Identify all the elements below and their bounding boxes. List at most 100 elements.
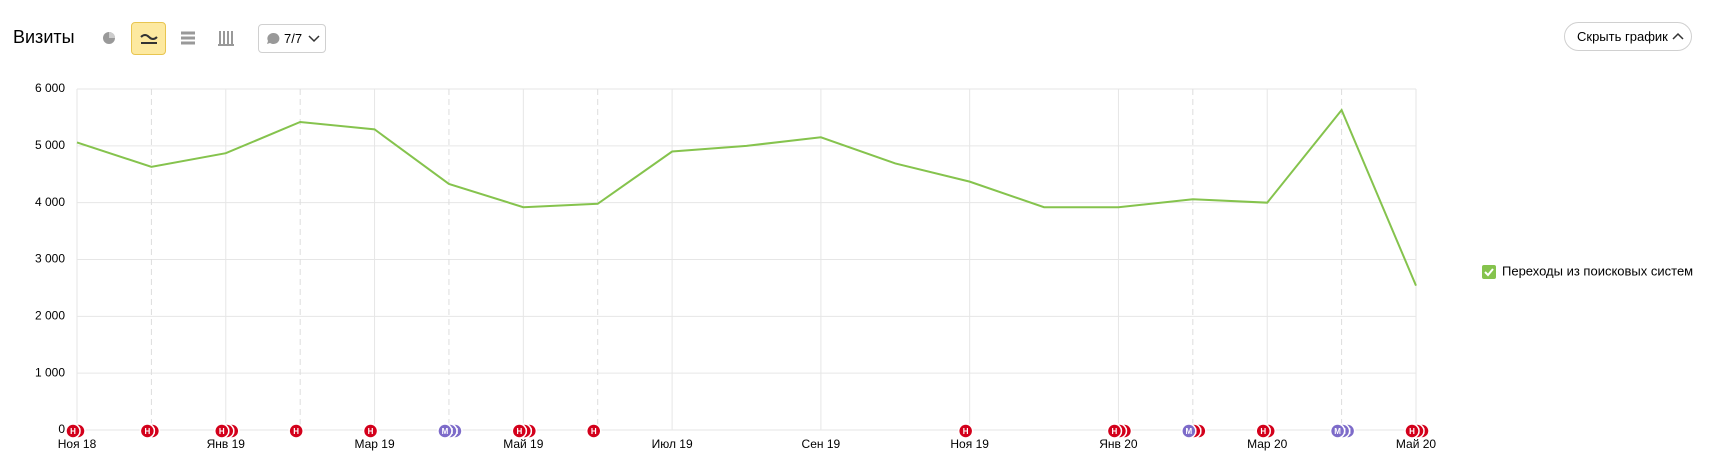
annotation-marker bbox=[1111, 423, 1128, 439]
annotation-letter: Н bbox=[1196, 427, 1202, 436]
annotation-marker bbox=[224, 423, 240, 439]
annotation-letter: Н bbox=[75, 427, 81, 436]
x-tick-label: Май 19 bbox=[503, 437, 544, 451]
annotation-marker bbox=[516, 423, 533, 439]
legend-check bbox=[1484, 268, 1494, 277]
annotation-letter: Н bbox=[1191, 427, 1197, 436]
pie-view-button[interactable] bbox=[97, 26, 121, 50]
bar-view-button[interactable] bbox=[214, 26, 238, 50]
icon bbox=[140, 34, 158, 44]
filter-label: 7/7 bbox=[284, 31, 303, 46]
report-title: Визиты bbox=[13, 27, 75, 47]
annotation-letter: М bbox=[452, 427, 459, 436]
x-tick-label: Янв 19 bbox=[207, 437, 246, 451]
hide-chart-button[interactable]: Скрыть график bbox=[1564, 22, 1692, 51]
annotation-marker bbox=[447, 423, 463, 439]
annotation-letter: Н bbox=[368, 427, 374, 436]
annotation-marker bbox=[1409, 423, 1425, 439]
annotation-marker bbox=[442, 423, 458, 439]
annotation-marker bbox=[1181, 423, 1197, 439]
series-line bbox=[76, 108, 1417, 287]
hide-chart-label: Скрыть график bbox=[1577, 29, 1668, 44]
area-view-button[interactable] bbox=[176, 26, 200, 50]
annotation-letter: Н bbox=[1414, 427, 1420, 436]
annotation-marker bbox=[144, 423, 161, 439]
annotation-letter: Н bbox=[1419, 427, 1425, 436]
annotation-marker bbox=[70, 423, 86, 439]
annotation-letter: Н bbox=[1117, 427, 1123, 436]
annotation-letter: М bbox=[1334, 427, 1341, 436]
annotation-marker bbox=[585, 423, 602, 439]
icon bbox=[218, 31, 234, 46]
annotation-letter: М bbox=[1339, 427, 1346, 436]
annotation-marker bbox=[1260, 423, 1276, 439]
annotation-marker bbox=[437, 423, 453, 439]
annotation-letter: Н bbox=[229, 427, 235, 436]
annotation-marker bbox=[1255, 423, 1271, 439]
comments-filter[interactable]: 7/7 bbox=[258, 24, 326, 53]
y-tick-label: 5 000 bbox=[35, 138, 65, 152]
annotation-letter: М bbox=[447, 427, 454, 436]
annotation-letter: Н bbox=[219, 427, 225, 436]
annotation-letter: Н bbox=[1265, 427, 1271, 436]
x-tick-label: Июл 19 bbox=[652, 437, 693, 451]
annotation-marker bbox=[957, 423, 974, 439]
annotation-letter: Н bbox=[149, 427, 155, 436]
annotation-letter: М bbox=[1185, 427, 1192, 436]
annotation-letter: Н bbox=[224, 427, 230, 436]
annotation-marker bbox=[1186, 423, 1202, 439]
annotation-letter: Н bbox=[1409, 427, 1415, 436]
annotation-marker bbox=[65, 423, 81, 439]
legend-checkbox bbox=[1482, 265, 1496, 279]
y-tick-label: 4 000 bbox=[35, 195, 65, 209]
annotation-marker bbox=[214, 423, 230, 439]
annotation-marker bbox=[139, 423, 156, 439]
annotation-marker bbox=[521, 423, 538, 439]
annotation-letter: Н bbox=[521, 427, 527, 436]
x-tick-label: Ноя 18 bbox=[58, 437, 97, 451]
annotation-letter: М bbox=[442, 427, 449, 436]
y-tick-label: 2 000 bbox=[35, 309, 65, 323]
y-tick-label: 6 000 bbox=[35, 81, 65, 95]
annotation-marker bbox=[1339, 423, 1356, 439]
annotation-marker bbox=[219, 423, 235, 439]
annotation-letter: Н bbox=[516, 427, 522, 436]
annotation-letter: М bbox=[1344, 427, 1351, 436]
annotation-marker bbox=[1329, 423, 1346, 439]
chevron bbox=[1672, 32, 1684, 40]
annotation-letter: Н bbox=[70, 427, 76, 436]
x-tick-label: Мар 20 bbox=[1247, 437, 1287, 451]
annotation-letter: Н bbox=[963, 427, 969, 436]
annotation-marker bbox=[1414, 423, 1430, 439]
annotation-letter: Н bbox=[526, 427, 532, 436]
icon bbox=[181, 31, 195, 45]
annotation-marker bbox=[1191, 423, 1207, 439]
x-tick-label: Май 20 bbox=[1396, 437, 1437, 451]
x-tick-label: Ноя 19 bbox=[950, 437, 989, 451]
line-view-button[interactable] bbox=[131, 22, 166, 55]
annotation-marker bbox=[362, 423, 379, 439]
y-tick-label: 0 bbox=[58, 422, 65, 436]
annotation-letter: Н bbox=[144, 427, 150, 436]
icon bbox=[103, 32, 115, 44]
annotation-marker bbox=[1404, 423, 1420, 439]
y-tick-label: 1 000 bbox=[35, 365, 65, 379]
annotation-letter: Н bbox=[591, 427, 597, 436]
annotation-letter: Н bbox=[293, 427, 299, 436]
annotation-letter: Н bbox=[1122, 427, 1128, 436]
y-tick-label: 3 000 bbox=[35, 252, 65, 266]
annotation-marker bbox=[288, 423, 304, 439]
legend-label: Переходы из поисковых систем bbox=[1502, 263, 1693, 278]
chevron bbox=[308, 35, 320, 43]
annotation-marker bbox=[1106, 423, 1123, 439]
icon bbox=[267, 32, 280, 44]
x-tick-label: Янв 20 bbox=[1099, 437, 1138, 451]
x-tick-label: Мар 19 bbox=[354, 437, 394, 451]
annotation-marker bbox=[1334, 423, 1351, 439]
annotation-marker bbox=[511, 423, 528, 439]
annotation-letter: Н bbox=[1112, 427, 1118, 436]
annotation-letter: Н bbox=[1260, 427, 1266, 436]
x-tick-label: Сен 19 bbox=[802, 437, 841, 451]
